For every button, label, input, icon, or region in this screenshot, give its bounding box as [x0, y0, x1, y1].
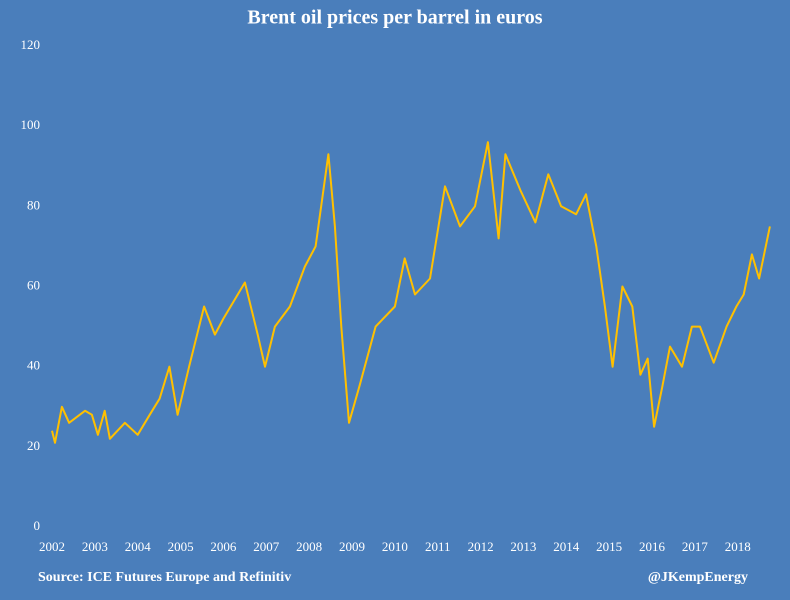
y-tick-label: 120	[21, 37, 41, 52]
x-tick-label: 2003	[82, 539, 108, 554]
x-tick-label: 2010	[382, 539, 408, 554]
x-tick-label: 2005	[168, 539, 194, 554]
x-tick-label: 2006	[210, 539, 237, 554]
y-tick-label: 40	[27, 358, 40, 373]
chart-title: Brent oil prices per barrel in euros	[247, 7, 542, 29]
y-tick-label: 80	[27, 197, 40, 212]
x-tick-label: 2013	[510, 539, 536, 554]
x-tick-label: 2004	[125, 539, 152, 554]
y-tick-label: 20	[27, 438, 40, 453]
x-tick-label: 2014	[553, 539, 580, 554]
y-tick-label: 0	[34, 518, 41, 533]
x-tick-label: 2007	[253, 539, 280, 554]
x-tick-label: 2012	[468, 539, 494, 554]
credit: @JKempEnergy	[648, 570, 748, 585]
y-tick-label: 60	[27, 277, 40, 292]
price-line	[51, 141, 771, 444]
x-tick-label: 2016	[639, 539, 666, 554]
source-note: Source: ICE Futures Europe and Refinitiv	[38, 570, 291, 585]
x-tick-label: 2017	[682, 539, 709, 554]
x-tick-label: 2015	[596, 539, 622, 554]
x-tick-label: 2008	[296, 539, 322, 554]
x-tick-label: 2011	[425, 539, 451, 554]
y-tick-label: 100	[21, 117, 41, 132]
x-tick-label: 2018	[725, 539, 751, 554]
x-tick-label: 2009	[339, 539, 365, 554]
x-tick-label: 2002	[39, 539, 65, 554]
